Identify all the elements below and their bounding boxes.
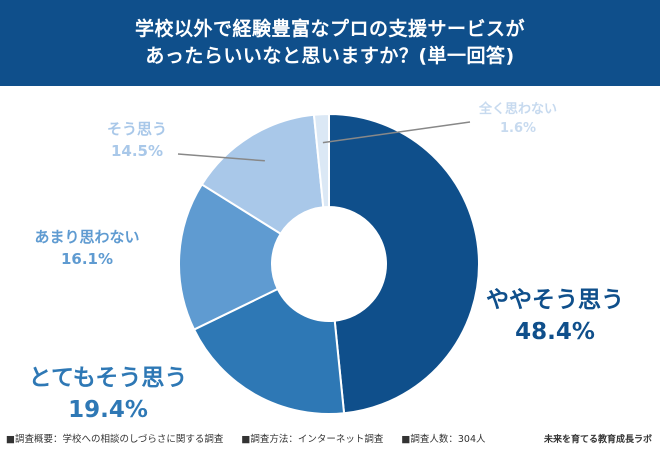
chart-title-banner: 学校以外で経験豊富なプロの支援サービスが あったらいいなと思いますか？(単一回答… [0, 0, 660, 86]
label-name-amari-omowanai: あまり思わない [34, 228, 140, 246]
leader-line-mattaku-omowanai [322, 121, 471, 144]
footer-brand: 未来を育てる教育成長ラボ [543, 434, 652, 445]
donut-chart-area: ややそう思う 48.4% とてもそう思う 19.4% あまり思わない 16.1%… [0, 86, 660, 426]
donut-slice-mattaku-omowanai [312, 112, 330, 209]
label-name-sou-omou: そう思う [106, 120, 167, 138]
chart-title-line-2: あったらいいなと思いますか？(単一回答) [145, 45, 515, 67]
donut-slice-amari-omowanai [178, 183, 283, 331]
label-yaya-sou-omou: ややそう思う 48.4% [470, 284, 640, 348]
label-name-yaya-sou-omou: ややそう思う [486, 287, 624, 313]
leader-line-sou-omou [177, 153, 265, 162]
label-value-mattaku-omowanai: 1.6% [499, 121, 537, 136]
chart-title-line-1: 学校以外で経験豊富なプロの支援サービスが [134, 18, 525, 40]
label-value-amari-omowanai: 16.1% [60, 250, 114, 268]
label-value-sou-omou: 14.5% [110, 142, 164, 160]
label-sou-omou: そう思う 14.5% [82, 118, 192, 162]
label-amari-omowanai: あまり思わない 16.1% [12, 226, 162, 270]
survey-footer: ■調査概要：学校への相談のしづらさに関する調査 ■調査方法：インターネット調査 … [0, 426, 660, 450]
label-value-totemo-sou-omou: 19.4% [68, 397, 148, 423]
footer-note-method: ■調査方法：インターネット調査 [241, 434, 384, 445]
donut-slice-yaya-sou-omou [328, 112, 480, 415]
label-totemo-sou-omou: とてもそう思う 19.4% [8, 362, 208, 426]
footer-note-sample-size: ■調査人数：304人 [401, 434, 486, 445]
label-name-mattaku-omowanai: 全く思わない [478, 102, 557, 117]
donut-chart [177, 112, 480, 415]
donut-slice-totemo-sou-omou [192, 287, 346, 415]
footer-note-overview: ■調査概要：学校への相談のしづらさに関する調査 [6, 434, 224, 445]
label-value-yaya-sou-omou: 48.4% [515, 319, 595, 345]
donut-slice-sou-omou [200, 113, 325, 236]
label-mattaku-omowanai: 全く思わない 1.6% [458, 100, 578, 138]
label-name-totemo-sou-omou: とてもそう思う [28, 365, 188, 391]
